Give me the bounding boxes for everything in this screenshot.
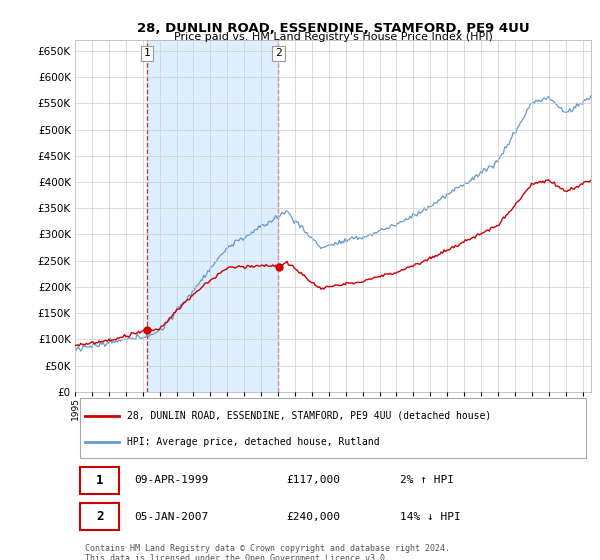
Text: Contains HM Land Registry data © Crown copyright and database right 2024.
This d: Contains HM Land Registry data © Crown c… — [85, 544, 451, 560]
Text: 28, DUNLIN ROAD, ESSENDINE, STAMFORD, PE9 4UU: 28, DUNLIN ROAD, ESSENDINE, STAMFORD, PE… — [137, 22, 529, 35]
Text: 1: 1 — [144, 48, 151, 58]
FancyBboxPatch shape — [80, 398, 586, 458]
Text: 2% ↑ HPI: 2% ↑ HPI — [400, 475, 454, 486]
Text: 14% ↓ HPI: 14% ↓ HPI — [400, 512, 461, 522]
Text: 1: 1 — [96, 474, 103, 487]
Text: £240,000: £240,000 — [287, 512, 341, 522]
Text: £117,000: £117,000 — [287, 475, 341, 486]
FancyBboxPatch shape — [80, 467, 119, 493]
Text: 09-APR-1999: 09-APR-1999 — [134, 475, 209, 486]
Bar — [147, 40, 278, 392]
Text: 28, DUNLIN ROAD, ESSENDINE, STAMFORD, PE9 4UU (detached house): 28, DUNLIN ROAD, ESSENDINE, STAMFORD, PE… — [127, 411, 491, 421]
Text: Price paid vs. HM Land Registry's House Price Index (HPI): Price paid vs. HM Land Registry's House … — [173, 32, 493, 43]
Text: 05-JAN-2007: 05-JAN-2007 — [134, 512, 209, 522]
Text: HPI: Average price, detached house, Rutland: HPI: Average price, detached house, Rutl… — [127, 437, 379, 447]
Text: 2: 2 — [275, 48, 282, 58]
FancyBboxPatch shape — [80, 503, 119, 530]
Text: 2: 2 — [96, 510, 103, 523]
